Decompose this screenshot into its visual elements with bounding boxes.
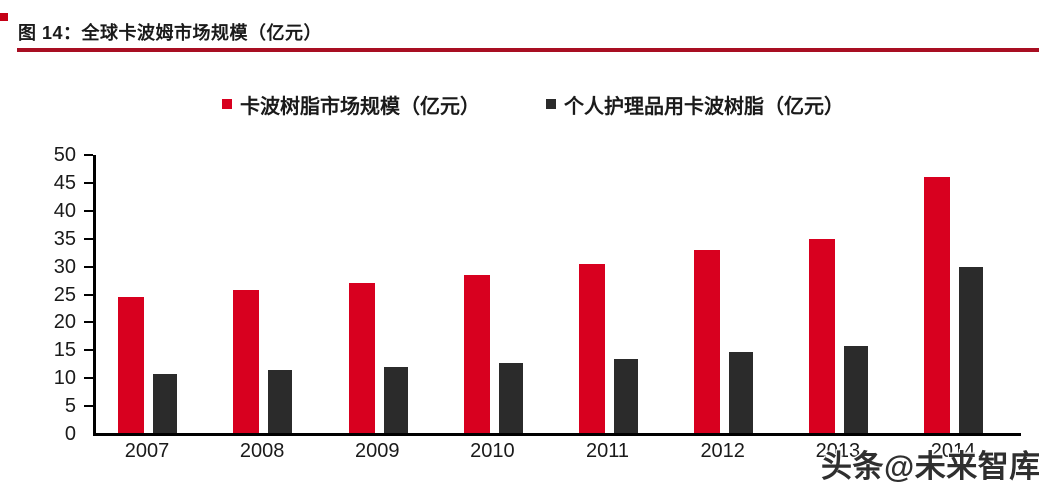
legend-swatch-dark-icon — [546, 99, 556, 109]
x-tick-label: 2014 — [930, 440, 976, 462]
figure-title: 图 14：全球卡波姆市场规模（亿元） — [18, 23, 323, 43]
y-tick-label: 0 — [64, 423, 76, 445]
y-tick — [84, 154, 93, 156]
y-tick-label: 25 — [53, 283, 76, 306]
chart-legend: 卡波树脂市场规模（亿元） 个人护理品用卡波树脂（亿元） — [0, 92, 1039, 118]
y-axis-line — [93, 155, 96, 436]
y-tick-label: 30 — [53, 255, 76, 278]
y-tick — [84, 349, 93, 352]
bar-个人护理品用卡波树脂（亿元）-2012 — [729, 351, 753, 434]
y-tick-label: 15 — [53, 339, 76, 362]
legend-item-series1: 卡波树脂市场规模（亿元） — [222, 92, 480, 118]
bar-卡波树脂市场规模（亿元）-2011 — [578, 263, 605, 434]
bar-卡波树脂市场规模（亿元）-2014 — [924, 177, 951, 434]
y-tick — [84, 405, 93, 408]
bar-个人护理品用卡波树脂（亿元）-2014 — [959, 266, 984, 434]
y-tick-label: 50 — [53, 144, 76, 166]
title-underline — [17, 48, 1039, 52]
x-tick-label: 2012 — [700, 440, 745, 462]
y-tick-label: 35 — [53, 227, 76, 250]
y-tick-label: 5 — [64, 395, 76, 418]
bar-个人护理品用卡波树脂（亿元）-2013 — [844, 345, 869, 434]
y-tick — [84, 377, 93, 380]
bar-个人护理品用卡波树脂（亿元）-2007 — [153, 373, 178, 434]
y-tick-label: 20 — [53, 311, 76, 334]
bar-个人护理品用卡波树脂（亿元）-2008 — [268, 370, 293, 434]
x-tick-label: 2013 — [815, 440, 861, 462]
y-tick — [84, 265, 93, 268]
y-tick-label: 40 — [53, 199, 76, 222]
y-tick — [84, 181, 93, 184]
watermark: 头条@未来智库 — [821, 449, 1039, 484]
bar-卡波树脂市场规模（亿元）-2010 — [463, 274, 490, 434]
y-tick — [84, 293, 93, 296]
x-tick-label: 2007 — [124, 440, 170, 462]
bar-卡波树脂市场规模（亿元）-2013 — [809, 238, 836, 434]
bar-个人护理品用卡波树脂（亿元）-2010 — [498, 363, 523, 434]
bar-个人护理品用卡波树脂（亿元）-2009 — [383, 367, 408, 434]
bar-个人护理品用卡波树脂（亿元）-2011 — [613, 358, 638, 434]
y-tick-label: 45 — [53, 171, 76, 194]
x-tick-label: 2010 — [470, 440, 515, 462]
legend-label-series2: 个人护理品用卡波树脂（亿元） — [564, 95, 844, 118]
y-tick — [84, 321, 93, 324]
x-tick-label: 2011 — [586, 440, 630, 462]
bar-卡波树脂市场规模（亿元）-2009 — [348, 283, 375, 434]
legend-item-series2: 个人护理品用卡波树脂（亿元） — [546, 92, 844, 118]
legend-label-series1: 卡波树脂市场规模（亿元） — [240, 95, 480, 118]
bar-卡波树脂市场规模（亿元）-2012 — [694, 249, 720, 434]
bar-卡波树脂市场规模（亿元）-2007 — [118, 297, 145, 434]
x-tick-label: 2008 — [239, 440, 285, 462]
red-corner-mark — [0, 13, 8, 21]
bar-卡波树脂市场规模（亿元）-2008 — [233, 290, 260, 434]
x-axis-line — [93, 433, 1021, 436]
legend-swatch-red-icon — [222, 99, 232, 109]
x-tick-label: 2009 — [355, 440, 400, 462]
y-tick — [84, 237, 93, 240]
y-tick-label: 10 — [53, 367, 76, 390]
y-tick — [84, 209, 93, 212]
